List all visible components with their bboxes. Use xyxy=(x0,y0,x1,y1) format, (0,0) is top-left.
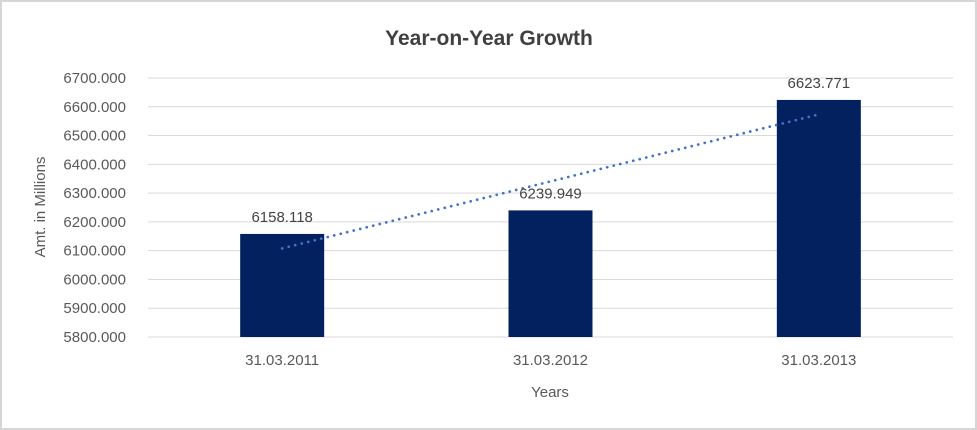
chart-title: Year-on-Year Growth xyxy=(385,27,593,50)
bar xyxy=(776,99,861,337)
data-label: 6239.949 xyxy=(519,185,582,202)
y-tick-label: 6600.000 xyxy=(63,99,126,116)
linear-trendline xyxy=(280,113,821,250)
y-tick-label: 5800.000 xyxy=(63,329,126,346)
x-tick-label: 31.03.2013 xyxy=(781,352,856,369)
x-axis-tick-labels: 31.03.2011 31.03.2012 31.03.2013 xyxy=(245,352,856,369)
trendline-dotted-line xyxy=(280,113,821,250)
y-tick-label: 6700.000 xyxy=(63,70,126,87)
data-label: 6623.771 xyxy=(788,75,851,92)
y-axis-tick-labels: 6700.000 6600.000 6500.000 6400.000 6300.000… xyxy=(63,70,126,346)
x-tick-label: 31.03.2012 xyxy=(513,352,588,369)
x-axis-title: Years xyxy=(531,384,569,401)
x-tick-label: 31.03.2011 xyxy=(245,352,319,369)
y-tick-label: 6500.000 xyxy=(63,128,126,145)
bar-series xyxy=(240,99,861,337)
y-tick-label: 5900.000 xyxy=(63,300,126,317)
y-tick-label: 6100.000 xyxy=(63,243,126,260)
y-tick-label: 6300.000 xyxy=(63,185,126,202)
y-tick-label: 6200.000 xyxy=(63,214,126,231)
y-tick-label: 6400.000 xyxy=(63,156,126,173)
y-axis-title: Amt. in Millions xyxy=(32,157,49,258)
data-labels: 6158.118 6239.949 6623.771 xyxy=(251,75,850,226)
data-label: 6158.118 xyxy=(251,209,312,226)
bar xyxy=(508,210,593,337)
y-tick-label: 6000.000 xyxy=(63,271,126,288)
bar xyxy=(240,233,325,337)
